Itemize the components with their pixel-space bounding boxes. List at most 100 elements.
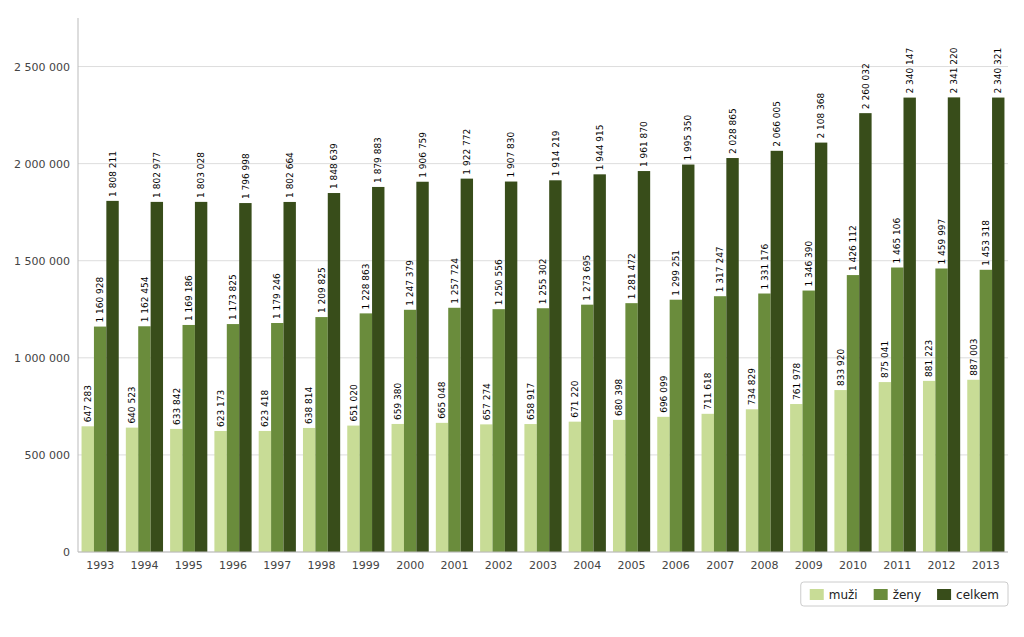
data-label: 1 160 928 — [95, 276, 105, 322]
bar — [303, 428, 315, 552]
bar — [183, 325, 195, 552]
bar — [549, 180, 561, 552]
x-tick-label: 2000 — [396, 559, 424, 572]
data-label: 1 317 247 — [715, 246, 725, 292]
data-label: 1 879 883 — [373, 137, 383, 183]
bar — [461, 179, 473, 552]
bar — [569, 422, 581, 552]
bar — [271, 323, 283, 552]
data-label: 1 944 915 — [595, 125, 605, 171]
data-label: 1 922 772 — [462, 129, 472, 175]
data-label: 638 814 — [304, 386, 314, 423]
x-tick-label: 1994 — [130, 559, 158, 572]
data-label: 2 340 147 — [905, 48, 915, 94]
x-tick-label: 1999 — [352, 559, 380, 572]
x-tick-label: 2008 — [750, 559, 778, 572]
bar — [170, 429, 182, 552]
data-label: 2 066 005 — [772, 101, 782, 147]
data-label: 2 341 220 — [949, 47, 959, 93]
bar — [891, 268, 903, 552]
bar — [360, 313, 372, 552]
bar — [239, 203, 251, 552]
bar — [372, 187, 384, 552]
data-label: 659 380 — [393, 382, 403, 419]
data-label: 623 173 — [216, 390, 226, 427]
legend-label: muži — [829, 588, 858, 602]
data-label: 1 162 454 — [140, 276, 150, 322]
legend-frame — [801, 582, 1008, 606]
x-tick-label: 2002 — [485, 559, 513, 572]
legend-swatch — [874, 589, 888, 600]
bar — [746, 409, 758, 552]
bar — [126, 428, 138, 552]
bar — [259, 431, 271, 552]
bar-series — [106, 97, 1004, 552]
data-label: 651 020 — [349, 384, 359, 421]
bar — [581, 305, 593, 552]
bar — [328, 193, 340, 552]
x-tick-label: 2011 — [883, 559, 911, 572]
bar — [714, 296, 726, 552]
bar — [879, 382, 891, 552]
data-label: 1 848 639 — [329, 143, 339, 189]
data-label: 1 228 863 — [361, 264, 371, 310]
x-tick-label: 1995 — [175, 559, 203, 572]
bar — [138, 326, 150, 552]
data-label: 1 179 246 — [272, 273, 282, 319]
bar — [593, 174, 605, 552]
y-tick-label: 2 500 000 — [14, 61, 70, 74]
x-tick-label: 1997 — [263, 559, 291, 572]
legend-swatch — [937, 589, 951, 600]
data-label: 1 247 379 — [405, 260, 415, 306]
legend-label: celkem — [956, 588, 999, 602]
bar — [404, 310, 416, 552]
data-label: 711 618 — [703, 372, 713, 409]
data-label: 1 907 830 — [506, 131, 516, 177]
grid-line — [78, 552, 1008, 553]
x-tick-label: 2006 — [662, 559, 690, 572]
y-tick-label: 0 — [63, 546, 70, 559]
data-label: 2 340 321 — [993, 48, 1003, 94]
data-label: 1 465 106 — [892, 217, 902, 263]
x-tick-label: 2012 — [928, 559, 956, 572]
y-grid — [78, 67, 1008, 552]
bar — [992, 98, 1004, 552]
data-label: 2 260 032 — [861, 63, 871, 109]
bar — [315, 317, 327, 552]
bar — [94, 327, 106, 552]
data-label: 658 917 — [526, 383, 536, 420]
data-label: 633 842 — [172, 388, 182, 425]
bar — [682, 165, 694, 552]
chart: 0500 0001 000 0001 500 0002 000 0002 500… — [0, 0, 1024, 637]
x-tick-label: 2001 — [440, 559, 468, 572]
data-label: 1 331 176 — [760, 243, 770, 289]
data-label: 1 209 825 — [317, 267, 327, 313]
data-label: 680 398 — [614, 378, 624, 415]
data-label: 1 257 724 — [450, 258, 460, 304]
data-label: 761 978 — [792, 363, 802, 400]
data-label: 1 802 977 — [152, 152, 162, 198]
x-tick-label: 2004 — [573, 559, 601, 572]
bar — [771, 151, 783, 552]
data-label: 875 041 — [880, 341, 890, 378]
bar — [227, 324, 239, 552]
bar — [935, 268, 947, 552]
data-label: 623 418 — [260, 389, 270, 426]
bar — [416, 182, 428, 552]
data-label: 887 003 — [969, 339, 979, 376]
bar — [436, 423, 448, 552]
legend-item: ženy — [874, 588, 921, 602]
legend-swatch — [810, 589, 824, 600]
x-axis-line — [78, 552, 1008, 553]
data-label: 1 346 390 — [804, 240, 814, 286]
data-label: 1 906 759 — [418, 132, 428, 178]
data-label: 734 829 — [747, 368, 757, 405]
bar — [923, 381, 935, 552]
data-label: 1 459 997 — [937, 219, 947, 265]
bar — [790, 404, 802, 552]
bar — [847, 275, 859, 552]
data-label: 1 453 318 — [981, 220, 991, 266]
x-tick-label: 2007 — [706, 559, 734, 572]
bar — [283, 202, 295, 552]
data-label: 1 299 251 — [671, 250, 681, 296]
